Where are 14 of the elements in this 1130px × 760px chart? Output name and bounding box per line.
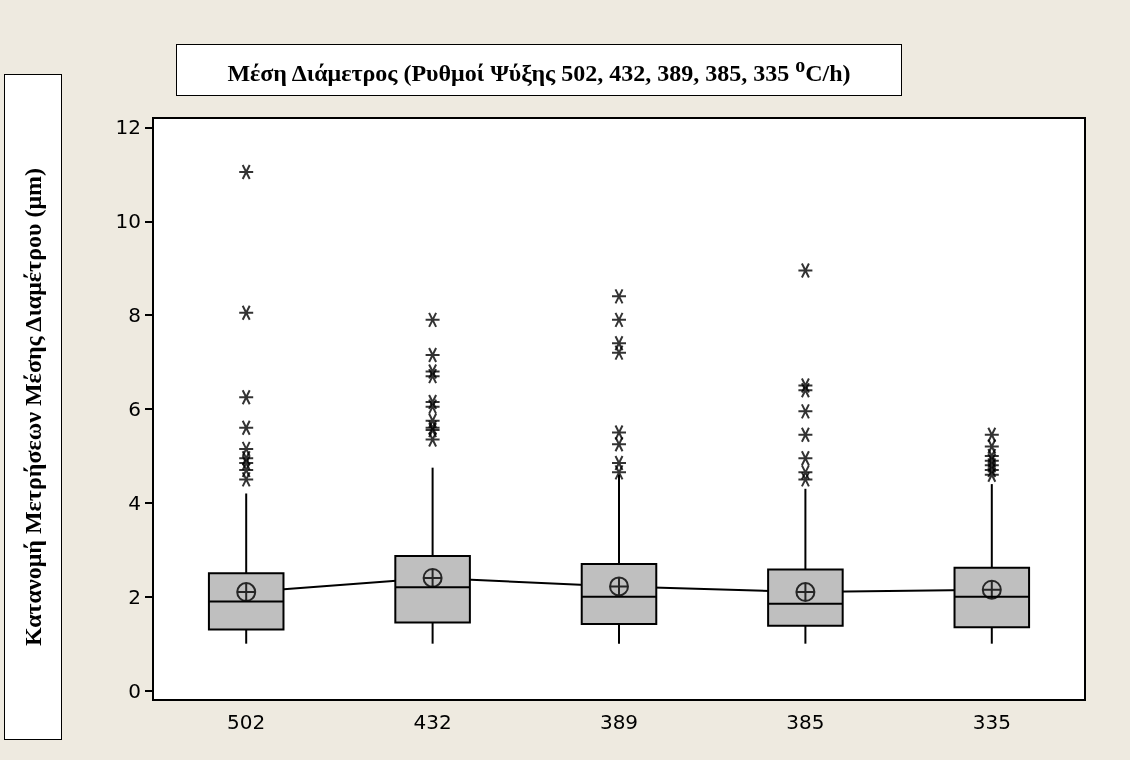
y-tick-label: 0 <box>128 678 141 703</box>
y-tick-label: 4 <box>128 490 141 515</box>
chart-title: Μέση Διάμετρος (Ρυθμοί Ψύξης 502, 432, 389, 385, 335 $^{o}$C/h) <box>227 53 851 87</box>
y-tick-label: 6 <box>128 397 141 421</box>
y-tick-label: 8 <box>128 303 141 328</box>
y-tick-label: 10 <box>115 209 141 234</box>
x-tick-label: 389 <box>599 710 639 734</box>
x-tick-label: 385 <box>786 710 825 734</box>
x-tick-label: 502 <box>227 710 266 734</box>
y-tick-label: 2 <box>128 584 141 609</box>
x-tick-label: 335 <box>972 710 1011 734</box>
y-tick-label: 12 <box>115 115 141 140</box>
x-tick-label: 432 <box>413 710 452 734</box>
y-axis-title: Κατανομή Μετρήσεων Μέσης Διαμέτρου (μm) <box>19 167 47 647</box>
